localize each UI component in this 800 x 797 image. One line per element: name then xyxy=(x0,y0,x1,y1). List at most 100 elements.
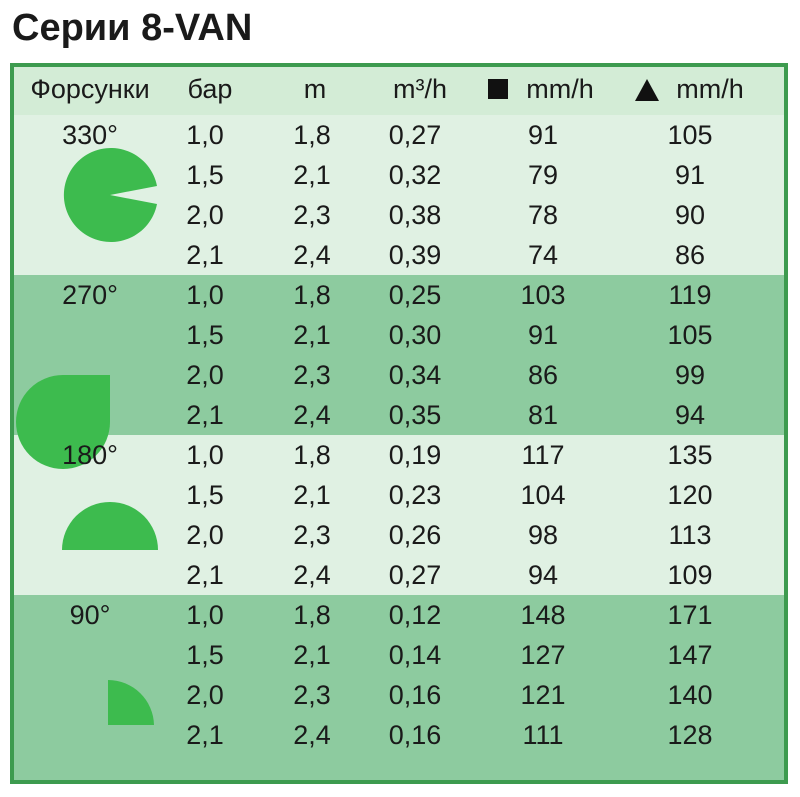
cell: 1,0 xyxy=(186,600,224,630)
group-band xyxy=(12,595,786,780)
cell: 127 xyxy=(520,640,565,670)
cell: 0,16 xyxy=(389,720,442,750)
cell: 2,1 xyxy=(293,320,331,350)
cell: 2,0 xyxy=(186,200,224,230)
cell: 0,35 xyxy=(389,400,442,430)
column-header: mm/h xyxy=(676,74,744,104)
cell: 0,26 xyxy=(389,520,442,550)
cell: 2,0 xyxy=(186,520,224,550)
angle-label: 270° xyxy=(62,280,118,310)
cell: 2,3 xyxy=(293,520,331,550)
cell: 2,1 xyxy=(186,720,224,750)
cell: 79 xyxy=(528,160,558,190)
cell: 2,1 xyxy=(186,240,224,270)
column-header: Форсунки xyxy=(30,74,149,104)
cell: 0,27 xyxy=(389,120,442,150)
cell: 1,8 xyxy=(293,120,331,150)
cell: 2,3 xyxy=(293,200,331,230)
cell: 94 xyxy=(528,560,558,590)
cell: 2,1 xyxy=(186,400,224,430)
sector-270 xyxy=(16,375,110,469)
column-header: m³/h xyxy=(393,74,447,104)
cell: 0,38 xyxy=(389,200,442,230)
cell: 111 xyxy=(522,720,563,750)
cell: 91 xyxy=(675,160,705,190)
cell: 120 xyxy=(667,480,712,510)
cell: 1,5 xyxy=(186,320,224,350)
cell: 2,4 xyxy=(293,400,331,430)
cell: 0,27 xyxy=(389,560,442,590)
cell: 2,4 xyxy=(293,240,331,270)
cell: 104 xyxy=(520,480,565,510)
angle-label: 330° xyxy=(62,120,118,150)
cell: 1,5 xyxy=(186,160,224,190)
cell: 121 xyxy=(520,680,565,710)
cell: 109 xyxy=(667,560,712,590)
cell: 1,5 xyxy=(186,640,224,670)
title: Серии 8-VAN xyxy=(12,7,252,49)
cell: 135 xyxy=(667,440,712,470)
cell: 1,0 xyxy=(186,120,224,150)
cell: 74 xyxy=(528,240,558,270)
cell: 2,0 xyxy=(186,680,224,710)
cell: 81 xyxy=(528,400,558,430)
cell: 0,30 xyxy=(389,320,442,350)
cell: 1,0 xyxy=(186,440,224,470)
cell: 119 xyxy=(668,280,711,310)
cell: 2,1 xyxy=(293,640,331,670)
column-header: mm/h xyxy=(526,74,594,104)
table-border xyxy=(10,63,788,784)
cell: 140 xyxy=(667,680,712,710)
cell: 2,1 xyxy=(186,560,224,590)
cell: 117 xyxy=(521,440,564,470)
angle-label: 90° xyxy=(70,600,111,630)
cell: 147 xyxy=(667,640,712,670)
cell: 0,32 xyxy=(389,160,442,190)
cell: 1,8 xyxy=(293,440,331,470)
cell: 2,4 xyxy=(293,720,331,750)
cell: 98 xyxy=(528,520,558,550)
cell: 86 xyxy=(675,240,705,270)
cell: 0,23 xyxy=(389,480,442,510)
sector-180 xyxy=(62,502,158,550)
header-bg xyxy=(12,65,786,115)
cell: 1,5 xyxy=(186,480,224,510)
sector-90 xyxy=(108,680,154,725)
triangle-icon xyxy=(635,79,659,101)
sector-330 xyxy=(63,148,158,242)
cell: 99 xyxy=(675,360,705,390)
cell: 0,34 xyxy=(389,360,442,390)
cell: 0,16 xyxy=(389,680,442,710)
cell: 78 xyxy=(528,200,558,230)
column-header: бар xyxy=(188,74,233,104)
cell: 0,39 xyxy=(389,240,442,270)
group-band xyxy=(12,275,786,435)
cell: 105 xyxy=(667,320,712,350)
cell: 1,8 xyxy=(293,600,331,630)
cell: 2,3 xyxy=(293,360,331,390)
cell: 0,19 xyxy=(389,440,442,470)
cell: 86 xyxy=(528,360,558,390)
cell: 148 xyxy=(520,600,565,630)
cell: 91 xyxy=(528,120,558,150)
cell: 171 xyxy=(667,600,712,630)
cell: 2,0 xyxy=(186,360,224,390)
cell: 0,25 xyxy=(389,280,442,310)
cell: 2,1 xyxy=(293,160,331,190)
cell: 2,1 xyxy=(293,480,331,510)
angle-label: 180° xyxy=(62,440,118,470)
cell: 90 xyxy=(675,200,705,230)
cell: 91 xyxy=(528,320,558,350)
column-header: m xyxy=(304,74,327,104)
cell: 2,4 xyxy=(293,560,331,590)
group-band xyxy=(12,115,786,275)
cell: 105 xyxy=(667,120,712,150)
cell: 103 xyxy=(520,280,565,310)
cell: 1,0 xyxy=(186,280,224,310)
cell: 1,8 xyxy=(293,280,331,310)
square-icon xyxy=(488,79,508,99)
cell: 94 xyxy=(675,400,705,430)
cell: 128 xyxy=(667,720,712,750)
cell: 0,14 xyxy=(389,640,442,670)
